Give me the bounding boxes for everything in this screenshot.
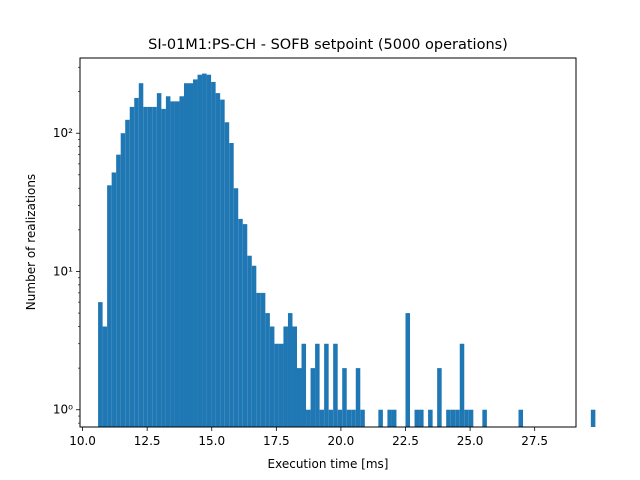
histogram-bar — [342, 368, 347, 427]
histogram-bar — [428, 409, 433, 427]
histogram-bar — [315, 343, 320, 427]
x-tick-label: 22.5 — [392, 434, 419, 448]
x-tick-label: 12.5 — [134, 434, 161, 448]
x-tick-label: 27.5 — [521, 434, 548, 448]
histogram-bar — [197, 74, 203, 427]
histogram-bar — [211, 81, 216, 428]
histogram-bar — [174, 101, 180, 428]
histogram-bar — [165, 96, 171, 427]
histogram-bar — [107, 185, 112, 427]
histogram-bar — [387, 409, 392, 427]
histogram-bar — [459, 343, 465, 427]
histogram-bar — [378, 409, 383, 427]
histogram-bar — [233, 188, 239, 427]
histogram-bar — [129, 106, 135, 427]
x-tick-label: 20.0 — [328, 434, 355, 448]
x-axis-ticks: 10.0 12.5 15.0 17.5 20.0 22.5 25.0 27.5 — [69, 427, 548, 448]
x-axis-label: Execution time [ms] — [268, 457, 389, 471]
histogram-bar — [278, 343, 284, 427]
histogram-bar — [220, 99, 225, 428]
histogram-bar — [274, 343, 279, 427]
histogram-bar — [138, 83, 144, 428]
histogram-bar — [98, 302, 103, 427]
histogram-bar — [446, 409, 451, 427]
histogram-bar — [419, 409, 424, 427]
histogram-bar — [590, 409, 596, 427]
histogram-bar — [242, 224, 248, 427]
histogram-bar — [464, 409, 469, 427]
histogram-bar — [111, 172, 117, 427]
histogram-bars — [98, 73, 596, 428]
histogram-bar — [215, 93, 221, 428]
y-tick-label: 10¹ — [53, 264, 73, 278]
histogram-bar — [319, 409, 325, 427]
chart-title: SI-01M1:PS-CH - SOFB setpoint (5000 oper… — [148, 37, 508, 53]
histogram-bar — [468, 409, 474, 427]
histogram-bar — [156, 93, 162, 428]
histogram-bar — [120, 133, 126, 427]
y-axis-ticks: 10⁰ 10¹ 10² — [53, 66, 80, 424]
x-tick-label: 10.0 — [69, 434, 96, 448]
y-tick-label: 10⁰ — [53, 403, 73, 417]
histogram-bar — [310, 368, 316, 427]
histogram-bar — [152, 106, 157, 427]
histogram-bar — [102, 326, 108, 427]
histogram-bar — [328, 409, 334, 427]
histogram-bar — [256, 292, 261, 427]
histogram-bar — [360, 409, 365, 427]
histogram-bar — [306, 409, 311, 427]
histogram-bar — [518, 409, 524, 427]
histogram-bar — [188, 83, 194, 428]
histogram-bar — [333, 343, 338, 427]
histogram-bar — [143, 106, 148, 427]
x-tick-label: 25.0 — [457, 434, 484, 448]
histogram-bar — [183, 83, 189, 428]
x-tick-label: 15.0 — [198, 434, 225, 448]
histogram-bar — [206, 74, 212, 427]
histogram-bar — [297, 368, 302, 427]
histogram-bar — [251, 265, 257, 427]
histogram-bar — [179, 96, 184, 427]
histogram-bar — [301, 343, 307, 427]
y-tick-label: 10² — [53, 126, 73, 140]
histogram-bar — [247, 255, 252, 427]
histogram-bar — [170, 101, 175, 428]
histogram-bar — [324, 343, 329, 427]
histogram-bar — [147, 106, 153, 427]
histogram-bar — [346, 409, 352, 427]
histogram-bar — [134, 97, 139, 428]
histogram-bar — [482, 409, 487, 427]
histogram-bar — [193, 79, 198, 428]
histogram-bar — [229, 142, 234, 428]
x-tick-label: 17.5 — [263, 434, 290, 448]
histogram-bar — [283, 326, 288, 427]
histogram-bar — [224, 122, 230, 428]
histogram-bar — [405, 313, 411, 427]
plot-frame — [79, 57, 577, 428]
histogram-bar — [437, 368, 442, 427]
histogram-bar — [292, 326, 297, 427]
histogram-bar — [455, 409, 460, 427]
y-axis-label: Number of realizations — [24, 174, 38, 310]
histogram-bar — [260, 292, 266, 427]
histogram-bar — [355, 368, 361, 427]
histogram-bar — [161, 108, 166, 428]
histogram-bar — [125, 119, 130, 427]
histogram-bar — [269, 326, 275, 427]
histogram-bar — [116, 154, 121, 427]
histogram-bar — [337, 409, 343, 427]
histogram-bar — [351, 409, 356, 427]
histogram-bar — [265, 313, 270, 427]
histogram-bar — [287, 313, 293, 427]
histogram-bar — [450, 409, 456, 427]
histogram-bar — [238, 218, 243, 427]
histogram-bar — [202, 73, 207, 427]
histogram-bar — [414, 409, 420, 427]
histogram-bar — [391, 409, 397, 427]
